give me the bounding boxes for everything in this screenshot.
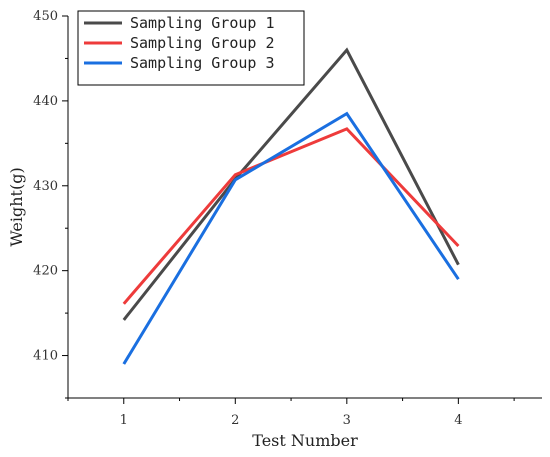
- y-axis-title: Weight(g): [7, 167, 26, 246]
- y-tick-label: 430: [33, 179, 58, 194]
- series-group: [122, 47, 460, 365]
- y-tick-label: 420: [33, 264, 58, 279]
- legend-label: Sampling Group 1: [130, 14, 275, 32]
- series-line-2: [122, 127, 460, 305]
- x-tick-label: 2: [231, 413, 239, 428]
- series-line-3: [122, 111, 460, 365]
- legend: Sampling Group 1 Sampling Group 2 Sampling…: [77, 10, 305, 86]
- x-tick-label: 4: [454, 413, 462, 428]
- legend-label: Sampling Group 3: [130, 54, 275, 72]
- y-tick-label: 440: [33, 94, 58, 109]
- legend-label: Sampling Group 2: [130, 34, 275, 52]
- x-tick-label: 3: [343, 413, 351, 428]
- y-tick-label: 450: [33, 9, 58, 24]
- axes: 410 420 430 440 450 1 2 3 4: [33, 9, 542, 428]
- x-axis-title: Test Number: [252, 431, 358, 450]
- y-tick-label: 410: [33, 349, 58, 364]
- series-line-1: [122, 47, 460, 321]
- x-tick-label: 1: [120, 413, 128, 428]
